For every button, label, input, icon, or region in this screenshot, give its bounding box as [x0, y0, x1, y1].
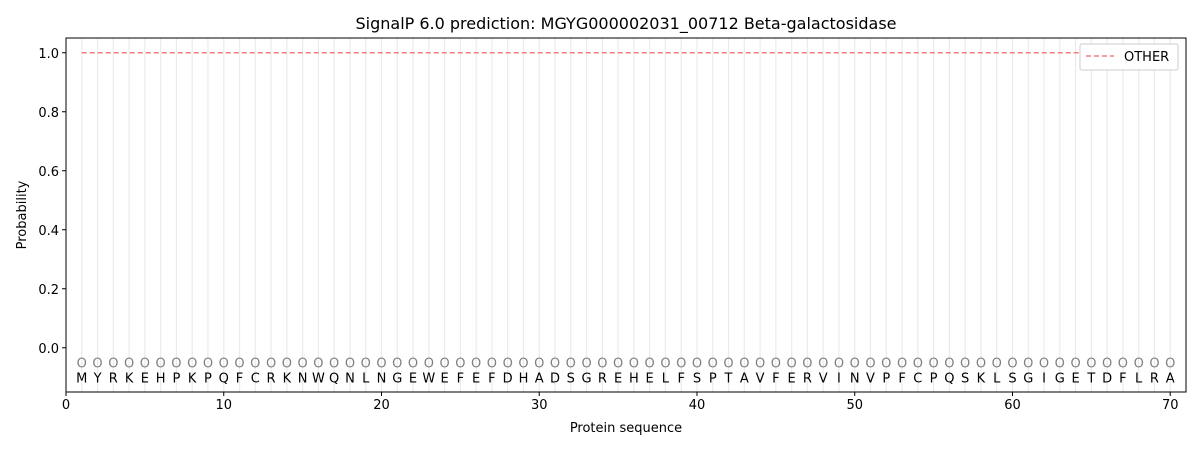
- y-axis-label: Probability: [15, 180, 30, 249]
- residue-label: R: [109, 372, 118, 387]
- residue-label: A: [535, 372, 544, 387]
- residue-label: V: [866, 372, 875, 387]
- x-tick-label: 0: [62, 398, 70, 413]
- residue-label: Q: [219, 372, 229, 387]
- residue-label: W: [312, 372, 325, 387]
- residue-label: T: [1086, 372, 1095, 387]
- residue-label: F: [236, 372, 243, 387]
- residue-label: D: [503, 372, 513, 387]
- residue-label: Q: [329, 372, 339, 387]
- residue-label: T: [724, 372, 733, 387]
- residue-label: S: [961, 372, 969, 387]
- residue-label: C: [251, 372, 260, 387]
- x-tick-label: 70: [1162, 398, 1179, 413]
- residue-label: S: [1008, 372, 1016, 387]
- residue-label: E: [614, 372, 622, 387]
- residue-label: E: [472, 372, 480, 387]
- residue-label: S: [693, 372, 701, 387]
- residue-label: W: [422, 372, 435, 387]
- grid-lines: [81, 38, 1171, 392]
- residue-label: F: [457, 372, 464, 387]
- chart-title: SignalP 6.0 prediction: MGYG000002031_00…: [355, 14, 896, 34]
- residue-label: F: [677, 372, 684, 387]
- residue-label: K: [977, 372, 986, 387]
- residue-label: F: [488, 372, 495, 387]
- residue-label: E: [141, 372, 149, 387]
- residue-label: V: [819, 372, 828, 387]
- y-tick-label: 1.0: [38, 47, 59, 62]
- y-tick-label: 0.0: [38, 342, 59, 357]
- residue-label: L: [662, 372, 670, 387]
- residue-label: N: [345, 372, 355, 387]
- residue-label: F: [898, 372, 905, 387]
- residue-label: H: [156, 372, 166, 387]
- residue-label: I: [837, 372, 841, 387]
- residue-label: G: [392, 372, 402, 387]
- residue-label: M: [76, 372, 87, 387]
- residue-label: G: [1055, 372, 1065, 387]
- residue-label: P: [709, 372, 717, 387]
- y-tick-label: 0.2: [38, 283, 59, 298]
- residue-label: R: [1150, 372, 1159, 387]
- residue-label: R: [803, 372, 812, 387]
- residue-label: C: [913, 372, 922, 387]
- residue-label: I: [1042, 372, 1046, 387]
- x-tick-label: 50: [846, 398, 863, 413]
- residue-label: R: [598, 372, 607, 387]
- legend: OTHER: [1079, 43, 1179, 71]
- residue-label: K: [283, 372, 292, 387]
- residue-label: K: [188, 372, 197, 387]
- residue-label: F: [1119, 372, 1126, 387]
- residue-label: E: [409, 372, 417, 387]
- legend-box: [1079, 43, 1179, 71]
- residue-label: H: [629, 372, 639, 387]
- residue-label: V: [756, 372, 765, 387]
- residue-label: N: [377, 372, 387, 387]
- x-axis-label: Protein sequence: [570, 421, 682, 436]
- residue-label: N: [298, 372, 308, 387]
- y-tick-label: 0.4: [38, 224, 59, 239]
- residue-label: L: [1135, 372, 1143, 387]
- x-tick-label: 30: [531, 398, 548, 413]
- residue-label: S: [567, 372, 575, 387]
- residue-label: E: [646, 372, 654, 387]
- residue-label: Q: [944, 372, 954, 387]
- residue-label: Y: [93, 372, 102, 387]
- residue-label: P: [173, 372, 181, 387]
- residue-label: D: [1102, 372, 1112, 387]
- residue-label: E: [440, 372, 448, 387]
- x-tick-label: 40: [689, 398, 706, 413]
- residue-label: G: [582, 372, 592, 387]
- legend-label-other: OTHER: [1124, 50, 1169, 65]
- residue-label: L: [993, 372, 1001, 387]
- residue-label: A: [740, 372, 749, 387]
- residue-label: H: [519, 372, 529, 387]
- residue-label: N: [850, 372, 860, 387]
- x-tick-label: 10: [215, 398, 232, 413]
- x-tick-label: 60: [1004, 398, 1021, 413]
- x-tick-label: 20: [373, 398, 390, 413]
- plot-frame: [65, 37, 1187, 393]
- residue-label: A: [1166, 372, 1175, 387]
- y-tick-label: 0.8: [38, 106, 59, 121]
- residue-label: G: [1023, 372, 1033, 387]
- predicted-labels: OOOOOOOOOOOOOOOOOOOOOOOOOOOOOOOOOOOOOOOO…: [77, 357, 1176, 372]
- residue-label: L: [362, 372, 370, 387]
- y-tick-label: 0.6: [38, 165, 59, 180]
- residue-label: F: [772, 372, 779, 387]
- residue-label: E: [1071, 372, 1079, 387]
- axes-ticks: 0 10 20 30 40 50 60 70 0.0 0.2 0.4 0.6 0.8 1.0: [38, 47, 1178, 413]
- residue-label: P: [204, 372, 212, 387]
- residue-label: K: [125, 372, 134, 387]
- residue-label: P: [930, 372, 938, 387]
- sequence-layer: OOOOOOOOOOOOOOOOOOOOOOOOOOOOOOOOOOOOOOOO…: [76, 357, 1175, 387]
- residue-label: R: [267, 372, 276, 387]
- residue-label: P: [882, 372, 890, 387]
- residue-label: D: [550, 372, 560, 387]
- residue-label: E: [788, 372, 796, 387]
